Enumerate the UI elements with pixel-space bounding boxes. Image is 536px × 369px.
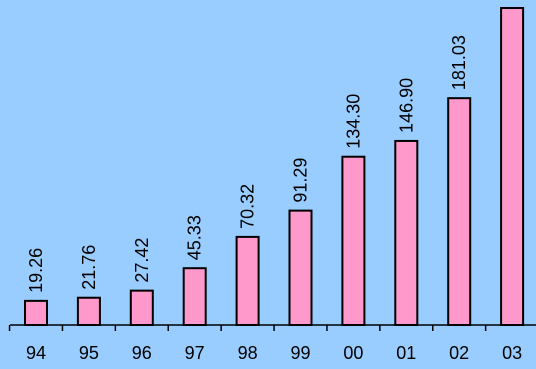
x-tick-label-97: 97 [185, 343, 205, 363]
x-tick-label-94: 94 [26, 343, 46, 363]
data-labels-layer: 19.26 21.76 27.42 45.33 70.32 91.29 134.30 146.… [26, 35, 469, 293]
x-tick-label-02: 02 [449, 343, 469, 363]
x-axis [8, 324, 536, 331]
x-tick-label-03: 03 [502, 343, 522, 363]
bar-98 [235, 235, 260, 326]
bar-03 [500, 7, 525, 326]
data-label-94: 19.26 [26, 248, 46, 293]
data-label-97: 45.33 [185, 215, 205, 260]
bar-96 [129, 289, 154, 326]
bar-01 [394, 139, 419, 326]
data-label-99: 91.29 [291, 158, 311, 203]
data-label-02: 181.03 [449, 35, 469, 90]
x-tick-labels-layer: 94 95 96 97 98 99 00 01 02 03 [26, 343, 522, 363]
bar-94 [24, 299, 48, 327]
data-label-95: 21.76 [79, 245, 99, 290]
bar-95 [76, 296, 101, 327]
x-tick-label-99: 99 [290, 343, 310, 363]
x-tick-label-95: 95 [79, 343, 99, 363]
bars-layer [24, 7, 525, 327]
bar-97 [182, 267, 207, 327]
x-tick-label-00: 00 [343, 343, 363, 363]
bar-00 [341, 155, 366, 326]
data-label-00: 134.30 [343, 94, 363, 149]
x-tick-label-01: 01 [396, 343, 416, 363]
bar-02 [447, 97, 472, 327]
data-label-98: 70.32 [238, 184, 258, 229]
bar-99 [288, 209, 313, 327]
x-tick-label-96: 96 [132, 343, 152, 363]
x-tick-label-98: 98 [238, 343, 258, 363]
data-label-01: 146.90 [396, 78, 416, 133]
data-label-96: 27.42 [132, 238, 152, 283]
